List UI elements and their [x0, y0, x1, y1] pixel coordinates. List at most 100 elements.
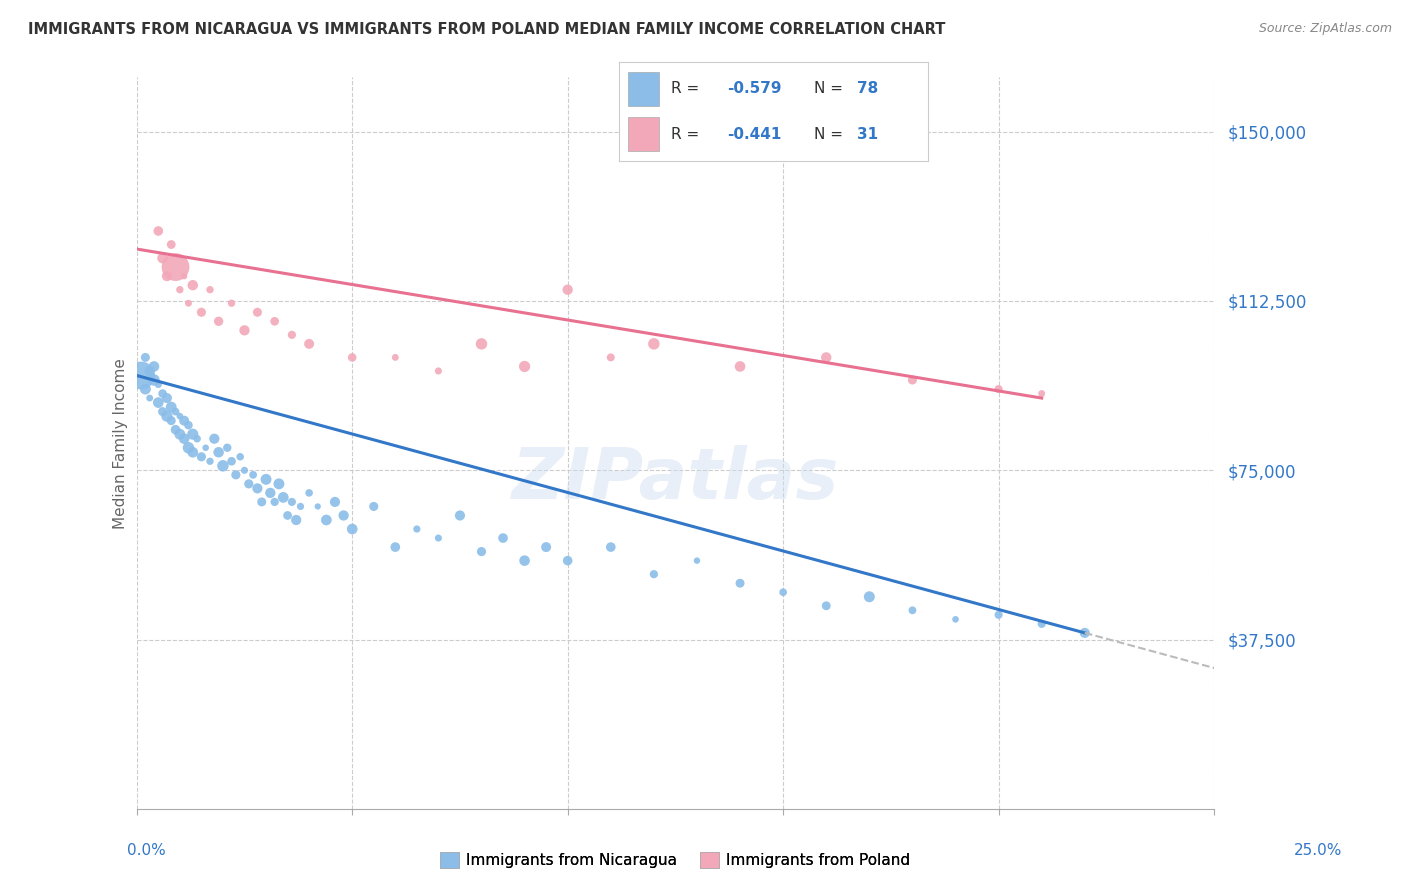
Point: [233, 323, 256, 337]
Point: [160, 414, 183, 428]
Point: [173, 432, 195, 446]
Point: [277, 508, 299, 523]
Text: 78: 78: [856, 81, 879, 96]
Point: [643, 567, 665, 582]
Point: [557, 554, 579, 568]
Point: [290, 500, 312, 514]
Point: [160, 400, 183, 414]
Point: [1031, 386, 1053, 401]
Text: N =: N =: [814, 81, 848, 96]
Point: [177, 418, 200, 433]
Point: [599, 351, 621, 365]
Point: [557, 283, 579, 297]
Point: [148, 377, 170, 392]
Point: [987, 607, 1010, 622]
Point: [449, 508, 471, 523]
Point: [363, 500, 385, 514]
Point: [263, 495, 285, 509]
Point: [229, 450, 252, 464]
Point: [194, 441, 217, 455]
Point: [772, 585, 794, 599]
Text: 25.0%: 25.0%: [1295, 843, 1343, 858]
Point: [987, 382, 1010, 396]
Point: [267, 476, 290, 491]
Point: [1074, 626, 1097, 640]
Point: [190, 305, 212, 319]
Point: [427, 531, 450, 545]
Point: [728, 576, 751, 591]
Point: [298, 486, 321, 500]
Point: [152, 251, 174, 265]
Point: [181, 278, 204, 293]
Point: [165, 404, 187, 418]
Point: [190, 450, 212, 464]
Point: [202, 432, 225, 446]
Point: [181, 427, 204, 442]
Point: [156, 409, 179, 424]
Text: R =: R =: [671, 81, 704, 96]
Point: [143, 359, 166, 374]
Point: [160, 237, 183, 252]
Point: [198, 454, 221, 468]
Point: [221, 454, 243, 468]
Point: [134, 382, 156, 396]
Text: 0.0%: 0.0%: [127, 843, 166, 858]
Point: [177, 296, 200, 310]
Point: [901, 603, 924, 617]
Y-axis label: Median Family Income: Median Family Income: [114, 358, 128, 529]
Point: [643, 337, 665, 351]
Point: [534, 540, 557, 554]
Point: [332, 508, 354, 523]
Point: [246, 482, 269, 496]
Point: [242, 467, 264, 482]
Point: [186, 432, 208, 446]
Point: [599, 540, 621, 554]
Point: [138, 391, 160, 405]
Point: [165, 423, 187, 437]
Point: [513, 554, 536, 568]
Text: -0.441: -0.441: [727, 127, 782, 142]
Point: [181, 445, 204, 459]
Point: [405, 522, 427, 536]
Legend: Immigrants from Nicaragua, Immigrants from Poland: Immigrants from Nicaragua, Immigrants fr…: [434, 847, 917, 874]
Point: [271, 491, 294, 505]
Point: [858, 590, 880, 604]
Point: [207, 314, 229, 328]
Text: Source: ZipAtlas.com: Source: ZipAtlas.com: [1258, 22, 1392, 36]
Text: N =: N =: [814, 127, 848, 142]
Point: [173, 414, 195, 428]
Point: [298, 337, 321, 351]
Point: [165, 260, 187, 274]
Point: [492, 531, 515, 545]
Point: [129, 368, 152, 383]
Point: [342, 522, 364, 536]
Text: R =: R =: [671, 127, 704, 142]
Point: [156, 391, 179, 405]
Point: [815, 599, 838, 613]
Point: [143, 373, 166, 387]
Point: [427, 364, 450, 378]
Point: [315, 513, 337, 527]
Point: [285, 513, 308, 527]
Point: [259, 486, 281, 500]
Point: [246, 305, 269, 319]
Text: ZIPatlas: ZIPatlas: [512, 445, 839, 515]
Point: [134, 351, 156, 365]
Point: [384, 351, 406, 365]
Point: [307, 500, 329, 514]
Point: [169, 409, 191, 424]
Text: IMMIGRANTS FROM NICARAGUA VS IMMIGRANTS FROM POLAND MEDIAN FAMILY INCOME CORRELA: IMMIGRANTS FROM NICARAGUA VS IMMIGRANTS …: [28, 22, 945, 37]
Point: [470, 544, 492, 558]
Point: [138, 364, 160, 378]
Point: [384, 540, 406, 554]
FancyBboxPatch shape: [628, 118, 659, 151]
Point: [728, 359, 751, 374]
Text: -0.579: -0.579: [727, 81, 782, 96]
Point: [815, 351, 838, 365]
Text: 31: 31: [856, 127, 877, 142]
Point: [169, 283, 191, 297]
Point: [254, 472, 277, 486]
Point: [281, 327, 304, 342]
Point: [152, 386, 174, 401]
Point: [198, 283, 221, 297]
